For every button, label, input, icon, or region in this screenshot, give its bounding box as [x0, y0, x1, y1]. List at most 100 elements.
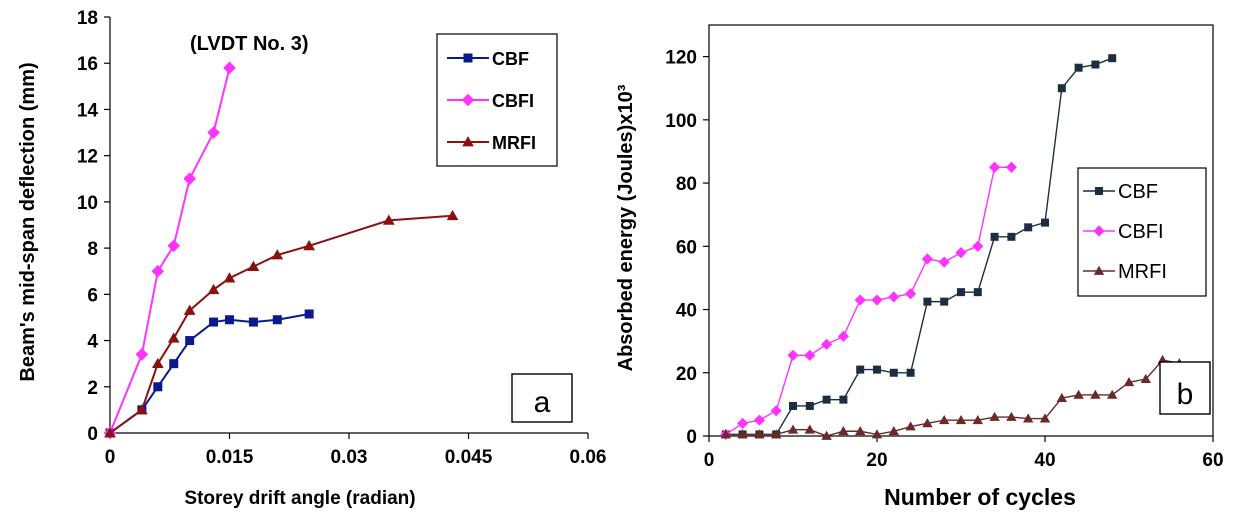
data-point-cbfi — [167, 239, 181, 253]
data-point-cbf — [973, 288, 982, 297]
data-point-mrfi — [167, 332, 180, 343]
y-tick-label: 2 — [87, 378, 98, 399]
data-point-cbfi — [207, 126, 220, 139]
data-point-cbf — [185, 336, 195, 346]
data-point-mrfi — [905, 421, 916, 431]
data-point-mrfi — [247, 260, 260, 271]
data-point-cbfi — [905, 288, 917, 300]
data-point-cbfi — [770, 405, 782, 417]
y-axis-label: Absorbed energy (Joules)x10³ — [615, 84, 637, 371]
data-point-cbfi — [938, 256, 950, 268]
x-axis-label: Storey drift angle (radian) — [184, 488, 415, 509]
x-tick-label: 0.015 — [206, 447, 254, 468]
data-point-cbfi — [837, 330, 849, 343]
data-point-cbf — [923, 297, 932, 306]
data-point-cbfi — [821, 338, 833, 350]
series-cbf — [105, 309, 314, 438]
data-point-cbfi — [753, 414, 765, 426]
data-point-cbf — [1074, 63, 1083, 72]
data-point-cbfi — [223, 61, 236, 75]
data-point-cbfi — [989, 161, 1001, 173]
y-tick-label: 12 — [77, 147, 98, 168]
x-tick-label: 0 — [105, 447, 116, 468]
y-tick-label: 80 — [676, 174, 697, 195]
data-point-mrfi — [151, 357, 164, 369]
x-tick-label: 60 — [1202, 450, 1223, 471]
data-point-mrfi — [207, 283, 220, 295]
x-tick-label: 40 — [1034, 450, 1055, 471]
legend-label-cbfi: CBFI — [1118, 221, 1164, 243]
data-point-cbf — [889, 368, 898, 377]
data-point-cbf — [990, 232, 999, 241]
data-point-cbf — [1091, 60, 1100, 69]
series-cbfi — [103, 61, 236, 440]
data-point-mrfi — [737, 429, 748, 439]
data-point-cbf — [225, 315, 234, 325]
data-point-mrfi — [939, 414, 950, 425]
legend-label-cbf: CBF — [1118, 181, 1158, 203]
panel-label: a — [511, 373, 573, 423]
data-point-mrfi — [720, 429, 731, 439]
data-point-mrfi — [1023, 413, 1034, 423]
legend-marker-cbf — [1095, 187, 1103, 195]
series-line-cbf — [109, 312, 310, 434]
data-point-mrfi — [104, 427, 116, 438]
data-point-cbf — [153, 382, 163, 392]
y-tick-label: 0 — [686, 427, 697, 448]
data-point-mrfi — [271, 249, 284, 260]
data-point-mrfi — [1090, 389, 1101, 399]
data-point-cbf — [1024, 223, 1033, 232]
data-point-cbf — [839, 395, 848, 404]
x-tick-label: 0.045 — [445, 447, 493, 468]
data-point-mrfi — [922, 418, 933, 428]
plot-frame — [708, 24, 1214, 437]
data-point-mrfi — [972, 414, 983, 425]
series-line-cbfi — [725, 166, 1012, 436]
data-point-cbfi — [1005, 161, 1017, 173]
data-point-mrfi — [1140, 373, 1151, 383]
series-line-cbf — [725, 57, 1113, 436]
y-axis-label: Beam's mid-span deflection (mm) — [17, 62, 39, 381]
data-point-mrfi — [871, 429, 883, 439]
y-tick-label: 40 — [676, 301, 697, 322]
data-point-cbfi — [183, 172, 196, 186]
data-point-mrfi — [955, 414, 967, 425]
legend: CBF CBFI MRFI — [1077, 167, 1207, 297]
data-point-cbfi — [804, 349, 816, 361]
data-point-cbf — [1108, 54, 1117, 63]
data-point-mrfi — [1039, 413, 1051, 423]
data-point-cbf — [856, 365, 865, 374]
data-point-cbfi — [151, 264, 165, 278]
legend-marker-cbf — [463, 53, 473, 63]
panel-label-box — [511, 373, 573, 423]
y-tick-label: 8 — [87, 239, 98, 260]
y-tick-label: 14 — [77, 100, 99, 121]
chart-b: 0 20 40 60 0 20 40 60 80 100 120 Number of cycles Ab… — [615, 24, 1224, 510]
series-line-mrfi — [725, 359, 1180, 437]
legend: CBF CBFI MRFI — [436, 33, 558, 167]
data-point-mrfi — [1056, 392, 1067, 402]
data-point-cbfi — [972, 240, 984, 252]
data-point-cbf — [805, 401, 814, 410]
data-point-mrfi — [223, 272, 236, 283]
x-tick-label: 0.06 — [570, 447, 607, 468]
legend-label-cbfi: CBFI — [492, 91, 534, 111]
y-tick-label: 100 — [665, 111, 697, 132]
legend-label-cbf: CBF — [492, 49, 529, 69]
legend-label-mrfi: MRFI — [492, 133, 536, 153]
data-point-cbf — [209, 317, 219, 327]
data-point-cbf — [873, 365, 881, 374]
legend-label-mrfi: MRFI — [1118, 261, 1167, 283]
data-point-cbfi — [888, 291, 900, 303]
data-point-mrfi — [382, 214, 395, 225]
chart-a: 0 0.015 0.03 0.045 0.06 0 2 4 6 8 10 12 14 16 18 Storey… — [17, 8, 606, 509]
panel-label-text: b — [1177, 378, 1194, 411]
data-point-mrfi — [855, 426, 866, 436]
data-point-cbf — [1041, 218, 1049, 227]
data-point-cbf — [789, 401, 797, 410]
panel-label-box — [1159, 361, 1211, 415]
data-point-mrfi — [888, 426, 899, 436]
x-tick-label: 20 — [866, 450, 887, 471]
series-cbfi — [720, 161, 1017, 441]
legend-marker-mrfi — [1093, 265, 1105, 275]
